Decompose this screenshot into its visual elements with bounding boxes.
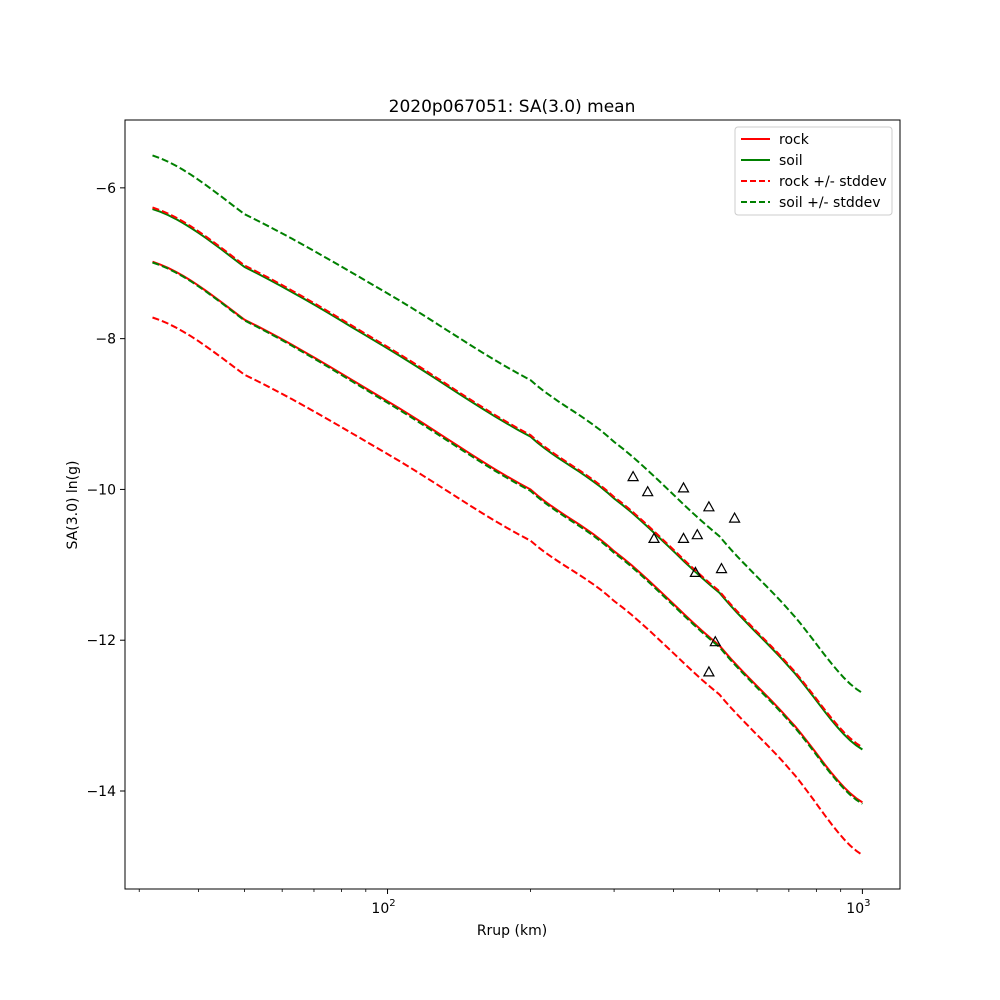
observation-point [627, 470, 640, 482]
y-axis-label: SA(3.0) ln(g) [65, 461, 81, 550]
series-line-rock-minus [152, 316, 863, 856]
series-line-soil-plus [152, 154, 863, 694]
observation-point [691, 528, 704, 540]
x-tick-label: 102 [371, 898, 395, 917]
plot-area [152, 154, 863, 856]
plot-frame [124, 119, 901, 890]
x-tick-label: 103 [846, 898, 870, 917]
y-tick-label: −10 [86, 482, 116, 498]
observation-point [715, 562, 728, 574]
observation-point [641, 485, 654, 497]
legend-label: soil [779, 153, 803, 169]
y-tick-label: −12 [86, 633, 116, 649]
x-axis-label: Rrup (km) [477, 923, 547, 939]
y-tick-label: −8 [95, 332, 116, 348]
observation-point [702, 500, 715, 512]
axis-ticks: −6 −8 −10 −12 −14 102 103 [86, 181, 870, 917]
y-tick-label: −14 [86, 784, 116, 800]
legend: rock soil rock +/- stddev soil +/- stddev [734, 126, 893, 216]
observation-point [702, 665, 715, 677]
observation-point [677, 481, 690, 493]
chart-title: 2020p067051: SA(3.0) mean [389, 97, 636, 117]
series-line-rock-plus [152, 206, 863, 749]
observation-point [728, 511, 741, 523]
observation-point [647, 532, 661, 544]
observation-point [689, 566, 702, 578]
legend-label: rock +/- stddev [779, 174, 887, 190]
legend-label: soil +/- stddev [779, 195, 881, 211]
legend-label: rock [779, 132, 810, 148]
y-tick-label: −6 [95, 181, 116, 197]
legend-box [734, 126, 893, 216]
observation-point [709, 635, 722, 647]
series-line-soil-minus [152, 261, 863, 805]
observation-point [677, 532, 690, 544]
series-line-soil-mean [152, 208, 863, 751]
